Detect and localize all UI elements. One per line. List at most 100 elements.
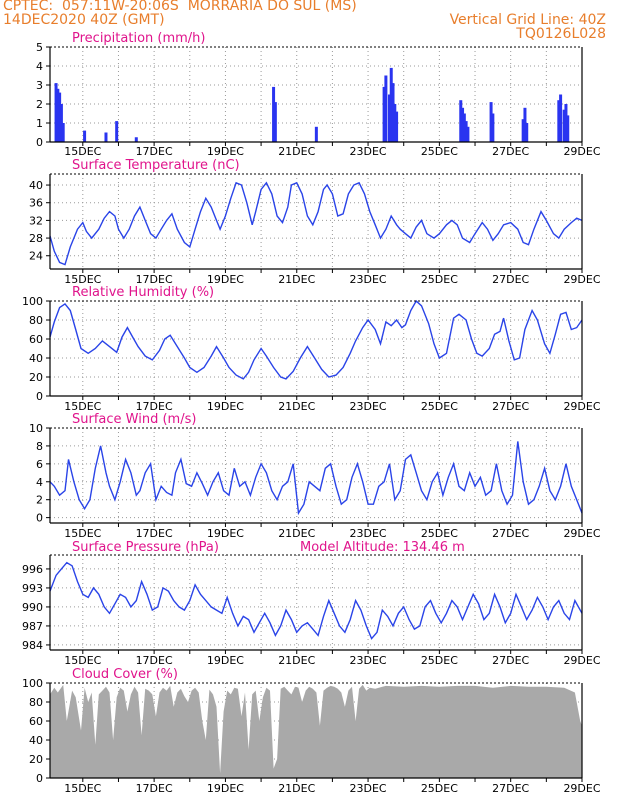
ytick-label: 4 bbox=[36, 60, 43, 73]
ytick-label: 984 bbox=[22, 639, 43, 652]
xtick-label: 23DEC bbox=[350, 400, 387, 413]
ytick-label: 4 bbox=[36, 476, 43, 489]
xtick-label: 29DEC bbox=[563, 400, 600, 413]
xtick-label: 25DEC bbox=[421, 400, 458, 413]
panel-title: Surface Wind (m/s) bbox=[72, 412, 196, 427]
ytick-label: 36 bbox=[29, 197, 43, 210]
panel-rh: 0 20 40 60 80 100 15DEC 17DEC 19DEC 21DEC 23DEC 25D… bbox=[22, 285, 601, 413]
station-header: CPTEC: 057:11W-20:06S MORRARIA DO SUL (M… bbox=[3, 0, 357, 14]
precip-bar bbox=[557, 100, 561, 142]
ytick-label: 5 bbox=[36, 41, 43, 54]
ytick-label: 1 bbox=[36, 117, 43, 130]
xtick-label: 27DEC bbox=[492, 654, 529, 667]
ytick-label: 987 bbox=[22, 620, 43, 633]
ytick-label: 0 bbox=[36, 390, 43, 403]
xtick-label: 23DEC bbox=[350, 527, 387, 540]
precip-bar bbox=[56, 88, 60, 142]
precip-bar bbox=[566, 115, 570, 142]
panel-title: Surface Pressure (hPa) bbox=[72, 540, 219, 555]
ytick-label: 990 bbox=[22, 601, 43, 614]
xtick-label: 21DEC bbox=[278, 782, 315, 795]
ytick-label: 10 bbox=[29, 422, 43, 435]
ytick-label: 996 bbox=[22, 563, 43, 576]
precip-bar bbox=[384, 75, 388, 142]
xtick-label: 21DEC bbox=[278, 654, 315, 667]
ytick-label: 0 bbox=[36, 512, 43, 525]
precip-bar bbox=[489, 102, 493, 142]
ytick-label: 80 bbox=[29, 314, 43, 327]
cloud-area bbox=[50, 684, 582, 778]
ytick-label: 40 bbox=[29, 734, 43, 747]
xtick-label: 23DEC bbox=[350, 654, 387, 667]
precip-bar bbox=[61, 123, 65, 142]
panel-note: Model Altitude: 134.46 m bbox=[300, 540, 465, 555]
panel-wind: 0 2 4 6 8 10 15DEC 17DEC 19DEC 21DEC 23DEC 25DEC 27D… bbox=[29, 412, 601, 540]
ytick-label: 2 bbox=[36, 494, 43, 507]
ytick-label: 2 bbox=[36, 98, 43, 111]
ytick-label: 40 bbox=[29, 179, 43, 192]
xtick-label: 17DEC bbox=[136, 273, 173, 286]
precip-bar bbox=[391, 83, 395, 142]
precip-bar bbox=[459, 100, 463, 142]
xtick-label: 15DEC bbox=[64, 782, 101, 795]
precip-bar bbox=[559, 94, 563, 142]
forecast-date: 14DEC2020 40Z (GMT) bbox=[3, 12, 165, 28]
precip-bar bbox=[59, 104, 63, 142]
xtick-label: 25DEC bbox=[421, 654, 458, 667]
xtick-label: 19DEC bbox=[207, 527, 244, 540]
xtick-label: 21DEC bbox=[278, 273, 315, 286]
xtick-label: 23DEC bbox=[350, 782, 387, 795]
ytick-label: 40 bbox=[29, 352, 43, 365]
xtick-label: 27DEC bbox=[492, 273, 529, 286]
xtick-label: 17DEC bbox=[136, 782, 173, 795]
precip-bar bbox=[314, 126, 318, 142]
precip-bar bbox=[461, 107, 465, 142]
panel-title: Precipitation (mm/h) bbox=[72, 31, 205, 46]
xtick-label: 19DEC bbox=[207, 400, 244, 413]
precip-bar bbox=[462, 113, 466, 142]
ytick-label: 80 bbox=[29, 696, 43, 709]
xtick-label: 19DEC bbox=[207, 654, 244, 667]
ytick-label: 6 bbox=[36, 458, 43, 471]
ytick-label: 0 bbox=[36, 772, 43, 785]
precip-bar bbox=[272, 86, 276, 142]
precip-bar bbox=[562, 109, 566, 142]
precip-bar bbox=[466, 126, 470, 142]
ytick-label: 8 bbox=[36, 440, 43, 453]
xtick-label: 27DEC bbox=[492, 782, 529, 795]
xtick-label: 19DEC bbox=[207, 782, 244, 795]
ytick-label: 60 bbox=[29, 333, 43, 346]
pressure-line bbox=[49, 561, 583, 640]
precip-bar bbox=[464, 121, 468, 142]
precip-bar bbox=[58, 92, 62, 142]
precip-bar bbox=[382, 86, 386, 142]
precip-bar bbox=[389, 67, 393, 142]
ytick-label: 24 bbox=[29, 250, 43, 263]
model-id: TQ0126L028 bbox=[516, 26, 606, 42]
rh-line bbox=[49, 299, 583, 380]
precip-bar bbox=[115, 121, 119, 142]
vertical-grid-note: Vertical Grid Line: 40Z bbox=[449, 12, 606, 28]
precip-bar bbox=[393, 104, 397, 142]
panel-temp: 24 28 32 36 40 15DEC 17DEC 19DEC 21DEC 23DEC 25DEC… bbox=[29, 158, 601, 286]
xtick-label: 29DEC bbox=[563, 273, 600, 286]
xtick-label: 15DEC bbox=[64, 145, 101, 158]
precip-bar bbox=[83, 130, 87, 142]
wind-line bbox=[49, 441, 583, 516]
xtick-label: 29DEC bbox=[563, 145, 600, 158]
ytick-label: 32 bbox=[29, 214, 43, 227]
precip-bar bbox=[523, 107, 527, 142]
xtick-label: 25DEC bbox=[421, 527, 458, 540]
ytick-label: 20 bbox=[29, 371, 43, 384]
panel-title: Relative Humidity (%) bbox=[72, 285, 214, 300]
precip-bar bbox=[525, 123, 529, 142]
precip-bar bbox=[104, 132, 108, 142]
xtick-label: 25DEC bbox=[421, 273, 458, 286]
precip-bar bbox=[273, 102, 277, 142]
ytick-label: 3 bbox=[36, 79, 43, 92]
xtick-label: 25DEC bbox=[421, 782, 458, 795]
xtick-label: 15DEC bbox=[64, 527, 101, 540]
xtick-label: 23DEC bbox=[350, 273, 387, 286]
panel-precip: 0 1 2 3 4 5 15DEC 17DEC 19DEC 21DEC 23DEC 25DEC 27DE… bbox=[36, 31, 601, 158]
